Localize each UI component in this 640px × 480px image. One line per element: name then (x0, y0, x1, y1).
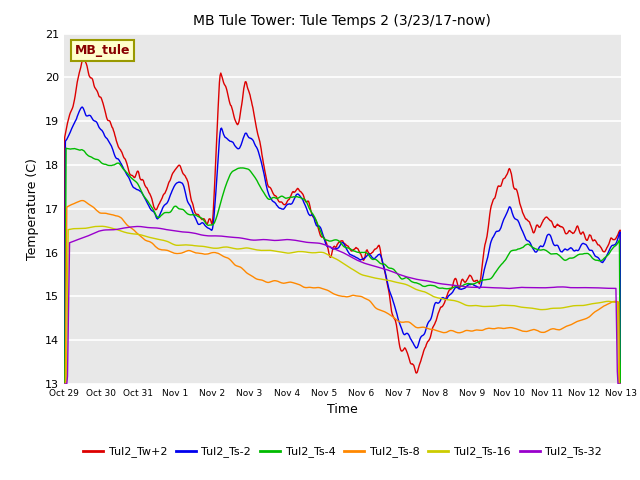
Text: MB_tule: MB_tule (75, 44, 131, 57)
Title: MB Tule Tower: Tule Temps 2 (3/23/17-now): MB Tule Tower: Tule Temps 2 (3/23/17-now… (193, 14, 492, 28)
Y-axis label: Temperature (C): Temperature (C) (26, 158, 40, 260)
Legend: Tul2_Tw+2, Tul2_Ts-2, Tul2_Ts-4, Tul2_Ts-8, Tul2_Ts-16, Tul2_Ts-32: Tul2_Tw+2, Tul2_Ts-2, Tul2_Ts-4, Tul2_Ts… (79, 442, 606, 462)
X-axis label: Time: Time (327, 403, 358, 417)
